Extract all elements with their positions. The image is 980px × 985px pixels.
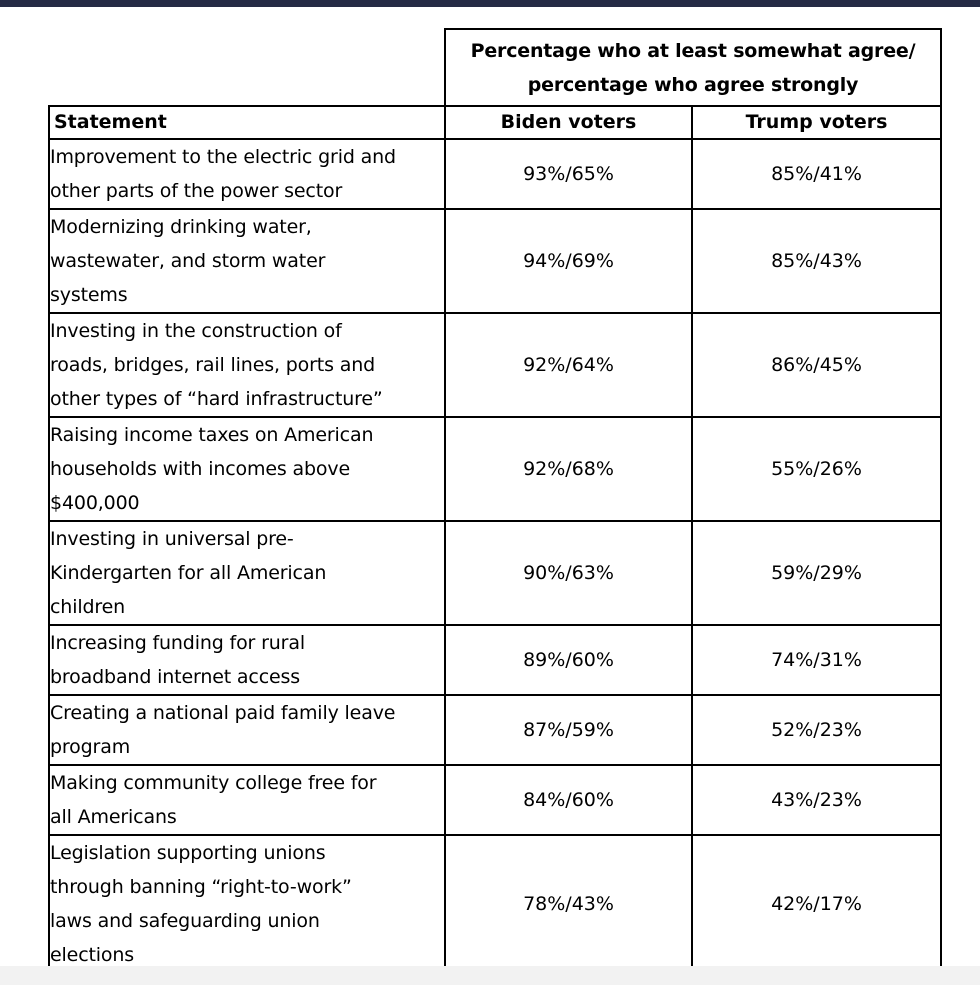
- window-bottom-strip: [0, 966, 980, 985]
- statement-cell: Increasing funding for rural broadband i…: [48, 624, 446, 696]
- trump-value-cell: 43%/23%: [691, 764, 942, 836]
- table-row: Creating a national paid family leave pr…: [48, 694, 942, 766]
- trump-value-cell: 59%/29%: [691, 520, 942, 626]
- survey-results-table: Percentage who at least somewhat agree/ …: [48, 28, 942, 974]
- biden-value-cell: 94%/69%: [444, 208, 693, 314]
- table-row: Raising income taxes on American househo…: [48, 416, 942, 522]
- statement-cell: Investing in the construction of roads, …: [48, 312, 446, 418]
- table-row: Legislation supporting unions through ba…: [48, 834, 942, 974]
- column-header-row: Statement Biden voters Trump voters: [48, 105, 942, 140]
- empty-header-cell: [49, 29, 446, 107]
- biden-value-cell: 84%/60%: [444, 764, 693, 836]
- document-page: Percentage who at least somewhat agree/ …: [0, 7, 980, 974]
- biden-column-header: Biden voters: [444, 105, 693, 140]
- biden-value-cell: 93%/65%: [444, 138, 693, 210]
- biden-value-cell: 87%/59%: [444, 694, 693, 766]
- trump-value-cell: 52%/23%: [691, 694, 942, 766]
- trump-value-cell: 85%/41%: [691, 138, 942, 210]
- statement-cell: Raising income taxes on American househo…: [48, 416, 446, 522]
- biden-value-cell: 78%/43%: [444, 834, 693, 974]
- table-row: Making community college free for all Am…: [48, 764, 942, 836]
- table-row: Improvement to the electric grid and oth…: [48, 138, 942, 210]
- statement-cell: Creating a national paid family leave pr…: [48, 694, 446, 766]
- biden-value-cell: 90%/63%: [444, 520, 693, 626]
- table-row: Investing in the construction of roads, …: [48, 312, 942, 418]
- trump-value-cell: 74%/31%: [691, 624, 942, 696]
- biden-value-cell: 92%/68%: [444, 416, 693, 522]
- trump-value-cell: 55%/26%: [691, 416, 942, 522]
- statement-cell: Making community college free for all Am…: [48, 764, 446, 836]
- trump-value-cell: 86%/45%: [691, 312, 942, 418]
- window-top-bar: [0, 0, 980, 7]
- trump-value-cell: 85%/43%: [691, 208, 942, 314]
- trump-column-header: Trump voters: [691, 105, 942, 140]
- statement-cell: Improvement to the electric grid and oth…: [48, 138, 446, 210]
- table-row: Increasing funding for rural broadband i…: [48, 624, 942, 696]
- statement-cell: Modernizing drinking water, wastewater, …: [48, 208, 446, 314]
- biden-value-cell: 92%/64%: [444, 312, 693, 418]
- statement-cell: Legislation supporting unions through ba…: [48, 834, 446, 974]
- trump-value-cell: 42%/17%: [691, 834, 942, 974]
- group-header-row: Percentage who at least somewhat agree/ …: [49, 28, 942, 107]
- agreement-group-header: Percentage who at least somewhat agree/ …: [444, 28, 942, 107]
- biden-value-cell: 89%/60%: [444, 624, 693, 696]
- statement-column-header: Statement: [48, 105, 446, 140]
- table-row: Modernizing drinking water, wastewater, …: [48, 208, 942, 314]
- statement-cell: Investing in universal pre- Kindergarten…: [48, 520, 446, 626]
- table-row: Investing in universal pre- Kindergarten…: [48, 520, 942, 626]
